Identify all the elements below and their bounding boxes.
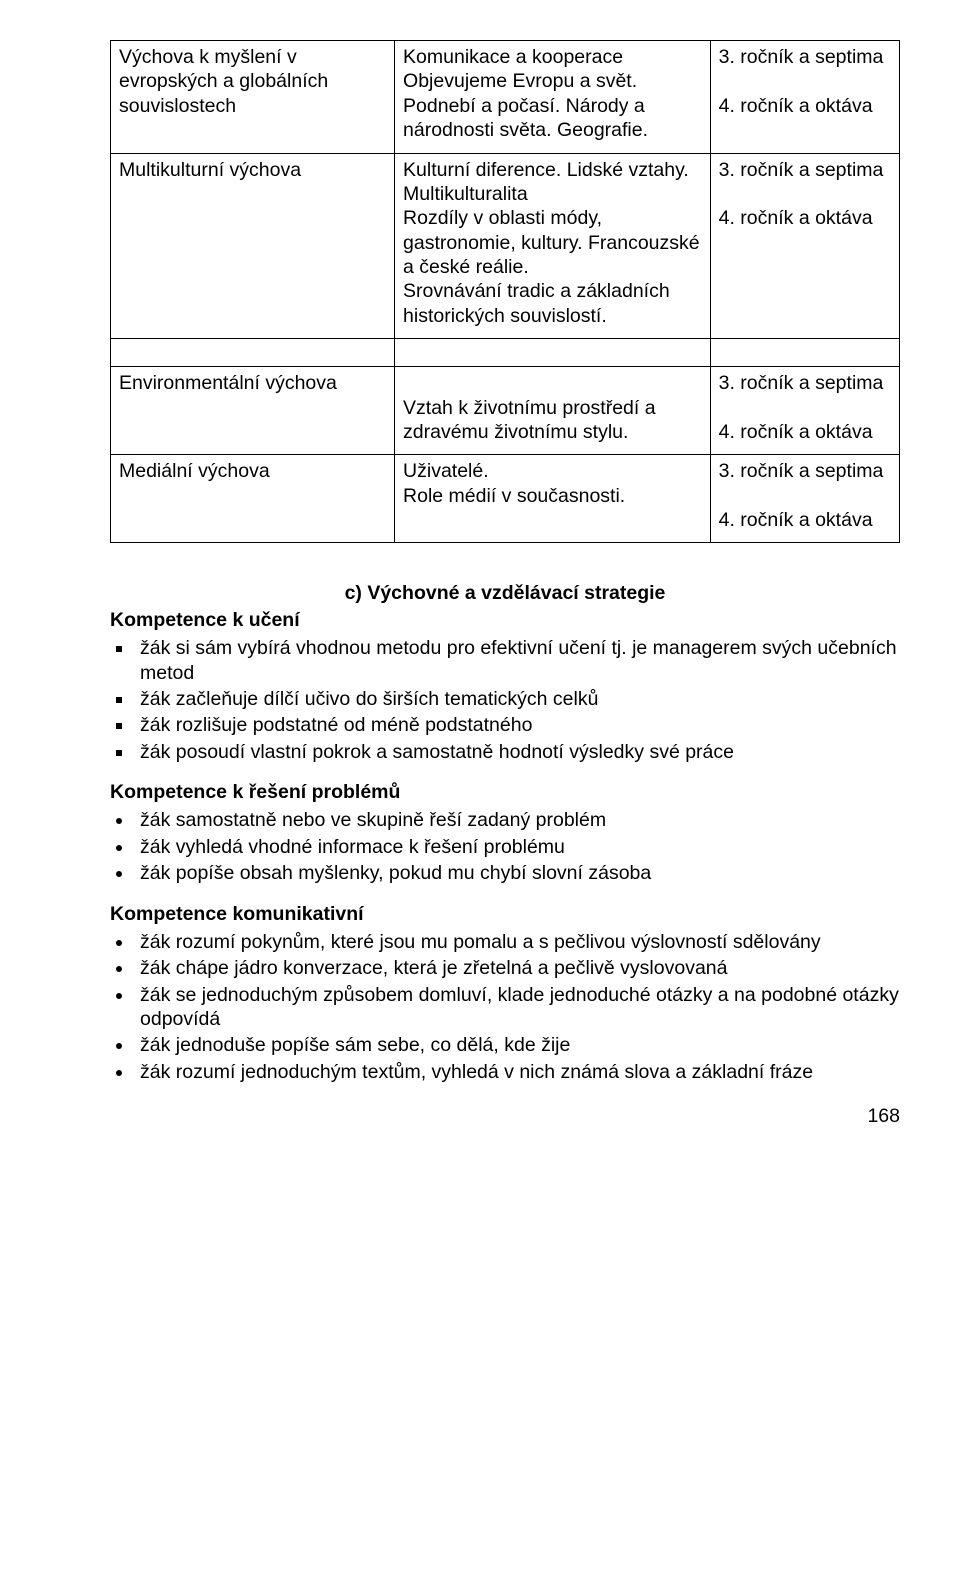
competence-list: žák samostatně nebo ve skupině řeší zada…: [134, 808, 900, 885]
table-cell: Komunikace a kooperace Objevujeme Evropu…: [395, 41, 711, 154]
list-item: žák posoudí vlastní pokrok a samostatně …: [134, 740, 900, 764]
table-cell: 3. ročník a septima 4. ročník a oktáva: [710, 153, 899, 339]
list-item: žák se jednoduchým způsobem domluví, kla…: [134, 983, 900, 1032]
competence-list: žák rozumí pokynům, které jsou mu pomalu…: [134, 930, 900, 1084]
curriculum-table: Výchova k myšlení v evropských a globáln…: [110, 40, 900, 543]
sections-body: Kompetence k učení žák si sám vybírá vhod…: [110, 608, 900, 1084]
list-item: žák začleňuje dílčí učivo do širších tem…: [134, 687, 900, 711]
section-title: Kompetence k učení: [110, 608, 900, 632]
strategies-heading: c) Výchovné a vzdělávací strategie: [110, 581, 900, 605]
list-item: žák rozumí jednoduchým textům, vyhledá v…: [134, 1060, 900, 1084]
list-item: žák popíše obsah myšlenky, pokud mu chyb…: [134, 861, 900, 885]
table-row: Environmentální výchova Vztah k životním…: [111, 367, 900, 455]
list-item: žák samostatně nebo ve skupině řeší zada…: [134, 808, 900, 832]
table-cell: Výchova k myšlení v evropských a globáln…: [111, 41, 395, 154]
table-cell: Kulturní diference. Lidské vztahy. Multi…: [395, 153, 711, 339]
table-row: [111, 339, 900, 367]
list-item: žák si sám vybírá vhodnou metodu pro efe…: [134, 636, 900, 685]
table-cell: Mediální výchova: [111, 455, 395, 543]
list-item: žák rozlišuje podstatné od méně podstatn…: [134, 713, 900, 737]
list-item: žák chápe jádro konverzace, která je zře…: [134, 956, 900, 980]
table-cell: [710, 339, 899, 367]
table-row: Mediální výchovaUživatelé. Role médií v …: [111, 455, 900, 543]
table-cell: Uživatelé. Role médií v současnosti.: [395, 455, 711, 543]
table-cell: Vztah k životnímu prostředí a zdravému ž…: [395, 367, 711, 455]
table-cell: [395, 339, 711, 367]
table-cell: [111, 339, 395, 367]
section-title: Kompetence komunikativní: [110, 902, 900, 926]
table-cell: Environmentální výchova: [111, 367, 395, 455]
table-cell: Multikulturní výchova: [111, 153, 395, 339]
section-title: Kompetence k řešení problémů: [110, 780, 900, 804]
table-cell: 3. ročník a septima 4. ročník a oktáva: [710, 41, 899, 154]
list-item: žák jednoduše popíše sám sebe, co dělá, …: [134, 1033, 900, 1057]
page-number: 168: [110, 1104, 900, 1128]
table-cell: 3. ročník a septima 4. ročník a oktáva: [710, 367, 899, 455]
list-item: žák vyhledá vhodné informace k řešení pr…: [134, 835, 900, 859]
table-row: Výchova k myšlení v evropských a globáln…: [111, 41, 900, 154]
list-item: žák rozumí pokynům, které jsou mu pomalu…: [134, 930, 900, 954]
table-row: Multikulturní výchovaKulturní diference.…: [111, 153, 900, 339]
competence-list: žák si sám vybírá vhodnou metodu pro efe…: [134, 636, 900, 764]
table-cell: 3. ročník a septima 4. ročník a oktáva: [710, 455, 899, 543]
